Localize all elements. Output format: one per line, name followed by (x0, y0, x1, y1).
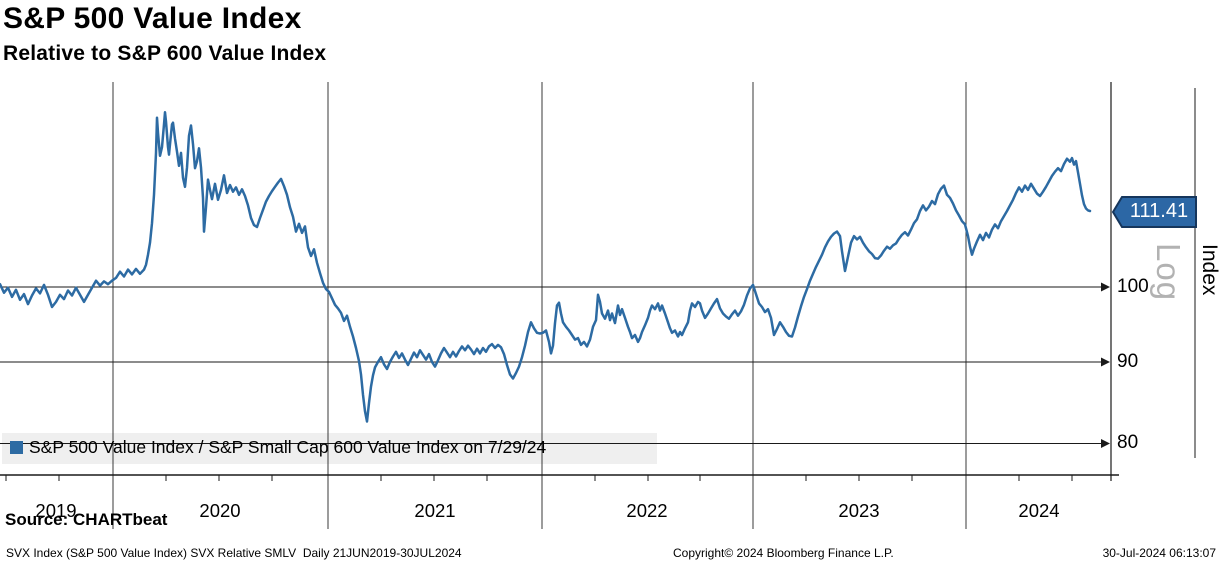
x-tick-label-2020: 2020 (199, 500, 241, 521)
x-tick-label-2024: 2024 (1018, 500, 1060, 521)
log-scale-watermark: Log (1150, 243, 1187, 302)
y-tick-label-100: 100 (1117, 276, 1149, 297)
last-value-flag: 111.41 (1129, 200, 1189, 222)
y-tick-label-80: 80 (1117, 432, 1139, 453)
x-tick-label-2021: 2021 (414, 500, 456, 521)
y-tick-label-90: 90 (1117, 351, 1139, 372)
legend-label: S&P 500 Value Index / S&P Small Cap 600 … (29, 437, 547, 457)
legend-swatch-icon (10, 441, 23, 454)
footer-copyright: Copyright© 2024 Bloomberg Finance L.P. (673, 546, 894, 560)
y-axis-title: Index (1198, 244, 1221, 296)
page-subtitle: Relative to S&P 600 Value Index (3, 42, 327, 65)
x-tick-label-2022: 2022 (626, 500, 668, 521)
page-title: S&P 500 Value Index (3, 2, 302, 35)
footer-ticker-info: SVX Index (S&P 500 Value Index) SVX Rela… (6, 546, 462, 560)
x-tick-label-2023: 2023 (838, 500, 880, 521)
source-line: Source: CHARTbeat (5, 510, 168, 529)
legend-band (2, 433, 657, 464)
footer-timestamp: 30-Jul-2024 06:13:07 (1102, 546, 1216, 560)
x-tick-label-2019: 2019 (35, 500, 77, 521)
legend[interactable]: S&P 500 Value Index / S&P Small Cap 600 … (10, 437, 546, 458)
